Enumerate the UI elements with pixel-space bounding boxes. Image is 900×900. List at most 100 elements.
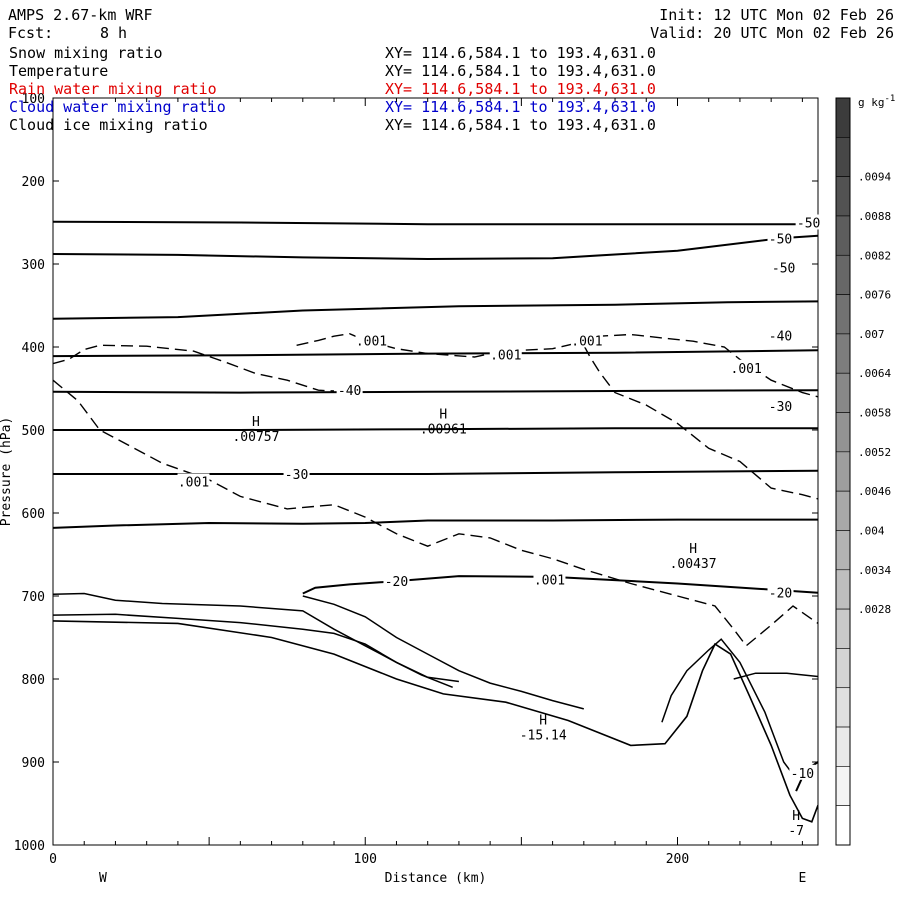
colorbar-cell bbox=[835, 687, 851, 728]
cloud-ice-contour bbox=[53, 379, 818, 647]
extremum-marker: H bbox=[439, 407, 447, 422]
colorbar-cell bbox=[835, 97, 851, 138]
contour-value-label-bg bbox=[570, 332, 603, 348]
isotherm-label-bg bbox=[283, 465, 310, 481]
isotherm-label-bg bbox=[767, 397, 794, 413]
colorbar-label: .0076 bbox=[858, 289, 891, 302]
isotherm-line bbox=[53, 300, 818, 320]
colorbar-cell bbox=[835, 451, 851, 492]
colorbar-frame bbox=[835, 97, 851, 846]
y-tick-label: 800 bbox=[22, 673, 45, 688]
isotherm-label-bg bbox=[767, 584, 794, 600]
colorbar-cell bbox=[835, 490, 851, 531]
temperature-contour bbox=[53, 613, 460, 683]
field-name: Rain water mixing ratio bbox=[9, 80, 217, 98]
isotherm-label: -50 bbox=[797, 217, 820, 232]
field-name: Temperature bbox=[9, 62, 109, 80]
temperature-contour bbox=[661, 638, 797, 780]
field-name: Cloud ice mixing ratio bbox=[9, 116, 208, 134]
colorbar-cell bbox=[835, 608, 851, 649]
field-xy-range: XY= 114.6,584.1 to 193.4,631.0 bbox=[385, 44, 656, 62]
terrain-line bbox=[53, 620, 818, 823]
x-axis-label: Distance (km) bbox=[385, 871, 487, 886]
isotherm-label: -20 bbox=[385, 575, 408, 590]
colorbar-label: .004 bbox=[858, 524, 885, 537]
isotherm-label-bg bbox=[767, 230, 794, 246]
extremum-value: .00757 bbox=[232, 430, 279, 445]
colorbar-label: .0058 bbox=[858, 407, 891, 420]
isotherm-label-bg bbox=[789, 764, 816, 780]
isotherm-label: -30 bbox=[769, 400, 792, 415]
init-time: Init: 12 UTC Mon 02 Feb 26 bbox=[659, 6, 894, 24]
isotherm-line bbox=[53, 518, 818, 529]
colorbar-cell bbox=[835, 294, 851, 335]
isotherm-label: -20 bbox=[769, 587, 792, 602]
forecast-label: Fcst: bbox=[8, 24, 54, 42]
y-tick-label: 500 bbox=[22, 424, 45, 439]
model-title: AMPS 2.67-km WRF bbox=[8, 6, 153, 24]
field-name: Cloud water mixing ratio bbox=[9, 98, 226, 116]
extremum-marker: H bbox=[689, 542, 697, 557]
isotherm-label-bg bbox=[383, 573, 410, 589]
extremum-value: -7 bbox=[788, 824, 804, 839]
colorbar-label: .007 bbox=[858, 328, 885, 341]
y-tick-label: 700 bbox=[22, 590, 45, 605]
y-tick-label: 100 bbox=[22, 92, 45, 107]
cloud-ice-contour bbox=[583, 344, 818, 500]
temperature-contour bbox=[53, 592, 453, 688]
colorbar-cell bbox=[835, 215, 851, 256]
contour-value-label-bg bbox=[177, 473, 210, 489]
direction-west: W bbox=[99, 871, 107, 886]
colorbar-label: .0052 bbox=[858, 446, 891, 459]
isotherm-label-bg bbox=[770, 259, 797, 275]
contour-value-label-bg bbox=[355, 332, 388, 348]
isotherm-line bbox=[53, 220, 818, 226]
colorbar-cell bbox=[835, 726, 851, 767]
colorbar-label: .0088 bbox=[858, 210, 891, 223]
colorbar-cell bbox=[835, 648, 851, 689]
y-tick-label: 200 bbox=[22, 175, 45, 190]
extremum-marker: H bbox=[252, 415, 260, 430]
colorbar-cell bbox=[835, 766, 851, 806]
colorbar-cell bbox=[835, 372, 851, 413]
x-tick-label: 0 bbox=[49, 852, 57, 867]
isotherm-label-bg bbox=[795, 214, 822, 230]
contour-value-label-bg bbox=[489, 346, 522, 362]
x-tick-label: 200 bbox=[666, 852, 689, 867]
field-xy-range: XY= 114.6,584.1 to 193.4,631.0 bbox=[385, 98, 656, 116]
field-xy-range: XY= 114.6,584.1 to 193.4,631.0 bbox=[385, 80, 656, 98]
field-xy-range: XY= 114.6,584.1 to 193.4,631.0 bbox=[385, 116, 656, 134]
contour-value-label: .001 bbox=[534, 573, 565, 588]
isotherm-line bbox=[53, 469, 818, 475]
contour-value-label-bg bbox=[533, 571, 566, 587]
field-xy-range: XY= 114.6,584.1 to 193.4,631.0 bbox=[385, 62, 656, 80]
field-name: Snow mixing ratio bbox=[9, 44, 163, 62]
isotherm-label: -50 bbox=[769, 232, 792, 247]
colorbar-label: .0094 bbox=[858, 171, 891, 184]
contour-value-label: .001 bbox=[178, 475, 209, 490]
isotherm-label-bg bbox=[336, 382, 363, 398]
colorbar-label: .0064 bbox=[858, 367, 891, 380]
isotherm-line bbox=[53, 389, 818, 394]
isotherm-label: -40 bbox=[769, 329, 792, 344]
colorbar-cell bbox=[835, 530, 851, 571]
isotherm-label: -30 bbox=[285, 468, 308, 483]
extremum-marker: H bbox=[792, 809, 800, 824]
valid-time: Valid: 20 UTC Mon 02 Feb 26 bbox=[650, 24, 894, 42]
contour-value-label: .001 bbox=[356, 334, 387, 349]
y-tick-label: 400 bbox=[22, 341, 45, 356]
colorbar-label: .0046 bbox=[858, 485, 891, 498]
colorbar-cell bbox=[835, 805, 851, 846]
extremum-value: -15.14 bbox=[520, 729, 567, 744]
temperature-contour bbox=[302, 595, 584, 710]
cloud-ice-contour bbox=[53, 344, 335, 392]
colorbar-label: .0082 bbox=[858, 249, 891, 262]
contour-value-label: .001 bbox=[490, 348, 521, 363]
colorbar-cell bbox=[835, 254, 851, 295]
colorbar-cell bbox=[835, 176, 851, 217]
cloud-ice-contour bbox=[296, 332, 818, 398]
x-tick-label: 100 bbox=[354, 852, 377, 867]
extremum-value: .00961 bbox=[420, 422, 467, 437]
isotherm-label-bg bbox=[767, 327, 794, 343]
